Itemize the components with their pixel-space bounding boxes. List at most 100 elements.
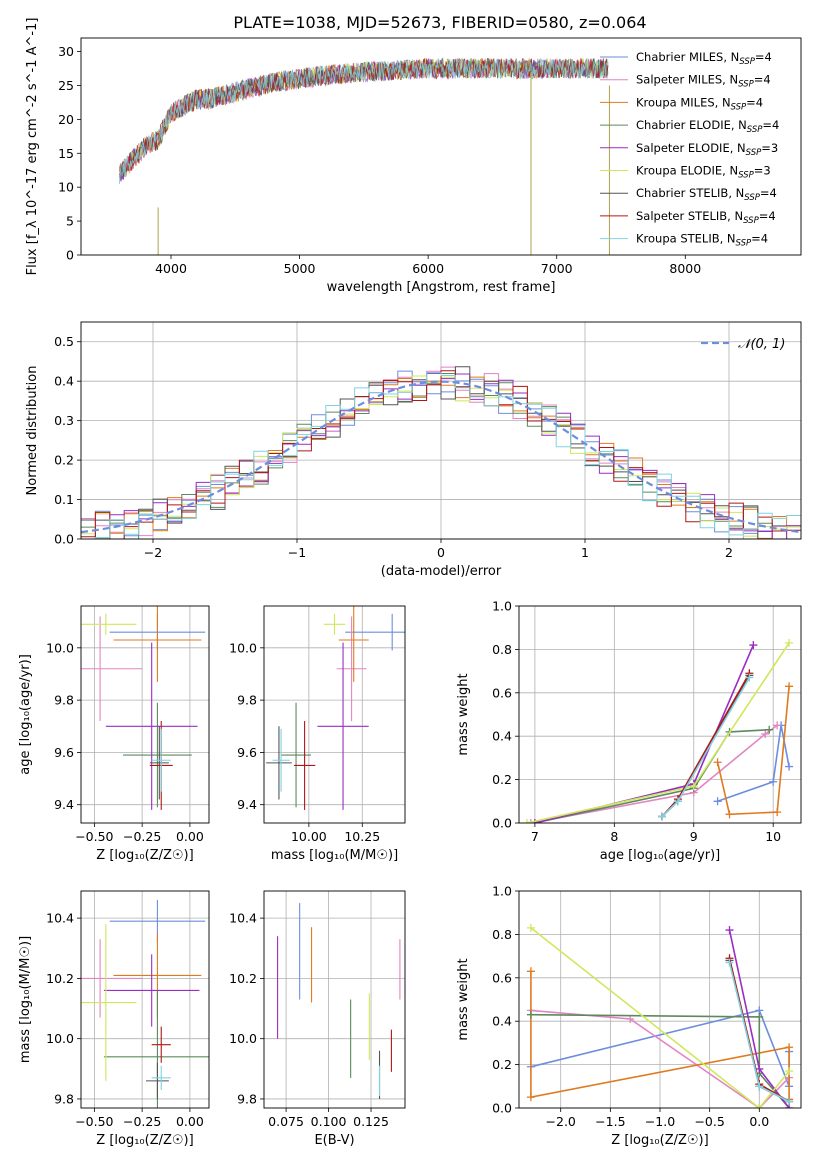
x-tick-label: 0.100 (311, 1114, 347, 1129)
y-tick-label: 0.4 (492, 729, 512, 744)
y-tick-label: 0.0 (54, 532, 74, 547)
panel-mass_vs_ebv: 0.075 0.100 0.125 9.8 10.0 10.2 10.4 E(B-V) (229, 890, 406, 1148)
legend-label: Chabrier ELODIE, NSSP=4 (636, 118, 779, 135)
y-tick-label: 0.0 (492, 1101, 512, 1116)
errorbar-point (103, 954, 200, 1027)
x-tick-label: −0.25 (123, 1114, 161, 1129)
errorbar-point (151, 1026, 171, 1063)
errorbar-point (323, 613, 346, 635)
plot-content (266, 606, 405, 810)
plot-content (81, 900, 209, 1108)
y-tick-label: 1.0 (492, 599, 512, 614)
weight-marker (761, 730, 770, 739)
errorbar-point (149, 726, 169, 800)
y-tick-label: 0.0 (492, 816, 512, 831)
axes-frame (518, 605, 802, 824)
axes-frame (80, 605, 210, 824)
legend-subscript: SSP (746, 148, 762, 158)
y-tick-label: 10.2 (46, 971, 74, 986)
legend-label: Salpeter STELIB, NSSP=4 (636, 209, 776, 226)
legend-suffix: =4 (755, 50, 772, 64)
weight-line (530, 927, 790, 1108)
errorbar-point (81, 616, 143, 722)
x-tick-label: 0 (437, 545, 445, 560)
plot-content (277, 903, 401, 1099)
axes-frame (263, 890, 406, 1109)
weight-marker (769, 777, 778, 786)
errorbar-point (81, 939, 143, 1018)
figure-title: PLATE=1038, MJD=52673, FIBERID=0580, z=0… (233, 13, 646, 32)
weight-marker (689, 782, 698, 791)
panel-residuals: −2 −1 0 1 2 0.0 0.1 0.2 0.3 0.4 0.5 (data-model)/er… (25, 321, 802, 579)
weight-marker (755, 1064, 764, 1073)
y-tick-label: 0 (66, 248, 74, 263)
x-tick-label: 8 (610, 829, 618, 844)
x-tick-label: 0.00 (176, 829, 204, 844)
legend-suffix: =4 (754, 73, 771, 87)
legend-suffix: =4 (760, 186, 777, 200)
x-tick-label: 10.25 (344, 829, 380, 844)
weight-marker (657, 812, 666, 821)
y-tick-label: 0.4 (54, 374, 74, 389)
x-axis-label: E(B-V) (314, 1133, 354, 1148)
x-tick-label: 10.00 (291, 829, 327, 844)
y-tick-label: 0.6 (492, 970, 512, 985)
weight-marker (725, 958, 734, 967)
x-tick-label: 0.125 (353, 1114, 389, 1129)
plot-content (81, 366, 801, 539)
x-axis-label: mass [log₁₀(M/M☉)] (271, 848, 398, 863)
x-tick-label: 9 (690, 829, 698, 844)
x-tick-label: −1 (288, 545, 306, 560)
y-tick-label: 9.4 (237, 797, 257, 812)
weight-marker (673, 797, 682, 806)
errorbar-point (272, 728, 290, 792)
y-axis-label: mass weight (456, 958, 471, 1040)
weight-marker (785, 1067, 794, 1076)
errorbar-point (317, 642, 369, 810)
weight-marker (785, 1043, 794, 1052)
x-tick-label: 8000 (669, 261, 701, 276)
weight-marker (526, 967, 535, 976)
y-tick-label: 9.6 (54, 745, 74, 760)
weight-marker (713, 797, 722, 806)
y-tick-label: 0.2 (492, 772, 512, 787)
y-tick-label: 30 (58, 44, 74, 59)
errorbar-point (293, 721, 316, 810)
y-tick-label: 0.5 (54, 334, 74, 349)
weight-marker (785, 682, 794, 691)
panel-weight_vs_Z: −2.0 −1.5 −1.0 −0.5 0.0 0.0 0.2 0.4 0.6 0.8 1.0 Z [… (456, 884, 802, 1148)
errorbar-point (81, 613, 137, 635)
y-tick-label: 10.0 (229, 640, 257, 655)
y-tick-label: 10.4 (46, 911, 74, 926)
y-tick-label: 15 (58, 146, 74, 161)
x-tick-label: 0.075 (268, 1114, 304, 1129)
x-tick-label: −0.50 (75, 1114, 113, 1129)
axes-frame (80, 890, 210, 1109)
weight-line (534, 728, 770, 823)
legend-subscript: SSP (738, 80, 754, 90)
x-tick-label: 0.0 (749, 1114, 769, 1129)
y-axis-label: age [log₁₀(age/yr)] (18, 654, 33, 775)
panel-spectrum: 4000 5000 6000 7000 8000 0 5 10 15 20 25 30 waveleng… (25, 18, 802, 295)
x-tick-label: 6000 (412, 261, 444, 276)
weight-marker (526, 1093, 535, 1102)
weight-line (717, 725, 790, 803)
weight-marker (755, 1082, 764, 1091)
x-tick-label: 10 (765, 829, 781, 844)
panel-age_vs_Z: −0.50 −0.25 0.00 9.4 9.6 9.8 10.0 Z [log₁₀(Z/Z☉… (18, 605, 210, 863)
y-tick-label: 10.0 (46, 640, 74, 655)
axes-frame (518, 890, 802, 1109)
axes-frame (263, 605, 406, 824)
x-tick-label: −1.0 (645, 1114, 675, 1129)
errorbar-point (336, 616, 367, 722)
errorbar-point (266, 726, 292, 800)
weight-marker (725, 810, 734, 819)
legend-suffix: =4 (762, 118, 779, 132)
legend-label: Salpeter MILES, NSSP=4 (636, 73, 771, 90)
x-tick-label: 7000 (541, 261, 573, 276)
y-tick-label: 9.4 (54, 797, 74, 812)
normal-curve (81, 380, 801, 534)
x-tick-label: −1.5 (595, 1114, 625, 1129)
axes-frame (80, 321, 802, 540)
weight-line (530, 724, 778, 823)
